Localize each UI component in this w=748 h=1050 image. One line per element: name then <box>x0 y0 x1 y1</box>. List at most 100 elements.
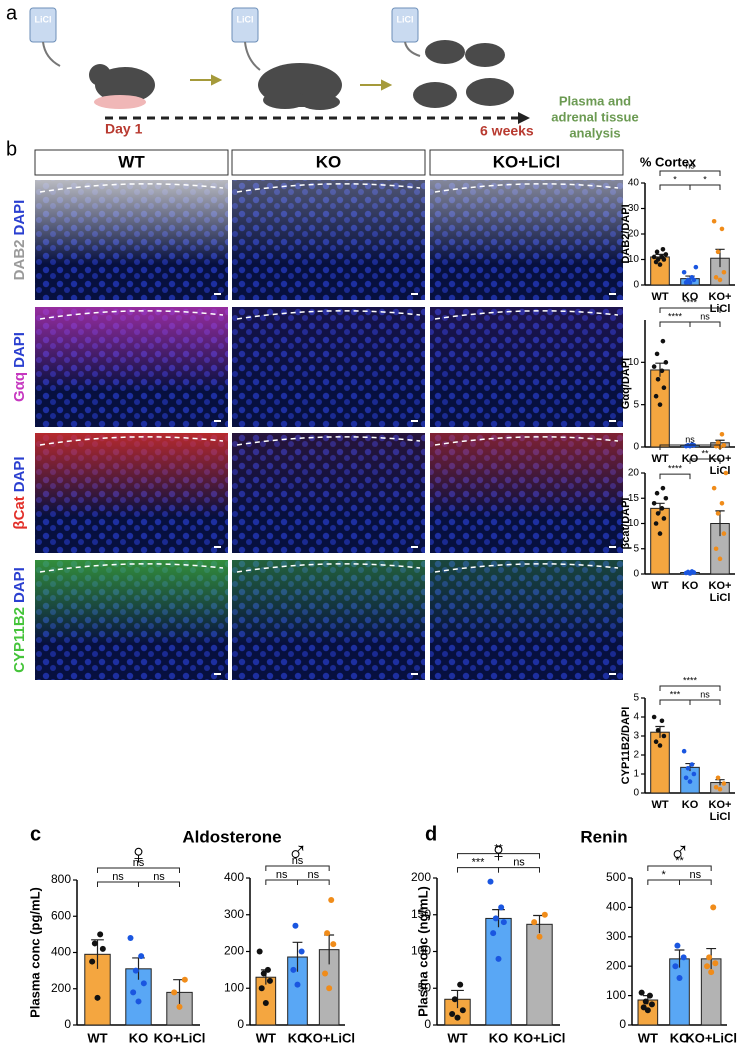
data-point <box>712 960 719 967</box>
y-tick-label: 100 <box>411 944 431 958</box>
bar <box>650 256 670 286</box>
significance-label: ns <box>292 855 304 867</box>
data-point <box>659 718 665 724</box>
y-tick-label: 10 <box>628 518 640 529</box>
data-point <box>94 994 101 1001</box>
capsule-outline <box>39 183 224 193</box>
data-point <box>322 970 329 977</box>
y-tick-label: 1 <box>633 769 639 780</box>
capsule-outline <box>39 436 224 446</box>
significance-label: ns <box>700 689 710 699</box>
data-point <box>326 985 333 992</box>
data-point <box>490 930 497 937</box>
outcome-label: analysis <box>569 125 620 140</box>
data-point <box>492 915 499 922</box>
x-tick-label: KO <box>682 580 699 592</box>
data-point <box>640 1004 647 1011</box>
significance-label: ns <box>133 857 145 869</box>
data-point <box>651 714 657 720</box>
y-tick-label: 40 <box>628 178 640 189</box>
x-tick-label: KO <box>682 799 699 811</box>
data-point <box>715 775 721 781</box>
bar <box>669 958 690 1026</box>
data-point <box>651 364 657 369</box>
data-point <box>689 569 695 574</box>
data-point <box>661 516 667 521</box>
capsule-outline <box>434 563 619 573</box>
x-tick-label: WT <box>256 1030 276 1045</box>
y-tick-label: 100 <box>224 980 244 994</box>
capsule-outline <box>236 183 421 193</box>
data-point <box>659 254 665 260</box>
row-label: DAB2 DAPI <box>11 200 28 281</box>
data-point <box>654 249 660 255</box>
data-point <box>660 485 666 491</box>
end-label: 6 weeks <box>480 123 534 139</box>
y-tick-label: 0 <box>633 442 639 453</box>
x-tick-label: KO+LiCl <box>685 1030 737 1045</box>
section-title: Aldosterone <box>182 827 281 846</box>
y-tick-label: 300 <box>224 907 244 921</box>
micrograph-stain <box>232 433 425 553</box>
bar <box>485 917 512 1026</box>
data-point <box>685 569 691 575</box>
significance-label: ** <box>701 448 709 458</box>
data-point <box>260 970 267 977</box>
data-point <box>685 766 691 771</box>
data-point <box>706 954 713 961</box>
x-tick-label: WT <box>87 1030 107 1045</box>
capsule-outline <box>236 436 421 446</box>
micrograph-stain <box>232 180 425 300</box>
significance-label: *** <box>472 857 486 869</box>
row-label: CYP11B2 DAPI <box>11 567 28 673</box>
data-point <box>294 981 301 988</box>
y-tick-label: 0 <box>633 569 639 580</box>
capsule-outline <box>236 563 421 573</box>
column-header: KO+LiCl <box>493 152 561 171</box>
data-point <box>99 945 106 952</box>
y-tick-label: 5 <box>633 399 639 410</box>
data-point <box>711 485 717 491</box>
y-tick-label: 2 <box>633 750 639 761</box>
data-point <box>660 247 666 252</box>
data-point <box>704 963 711 970</box>
data-point <box>648 1001 655 1008</box>
data-point <box>89 958 96 965</box>
error-bar <box>292 941 303 972</box>
data-point <box>708 969 715 976</box>
data-point <box>264 966 271 973</box>
row-label-part: DAB2 <box>11 240 28 281</box>
y-tick-label: 3 <box>633 731 639 742</box>
data-point <box>330 941 337 948</box>
data-point <box>457 981 464 988</box>
significance-label: ** <box>494 843 503 855</box>
data-point <box>721 531 727 536</box>
x-tick-label: KO <box>129 1030 149 1045</box>
x-tick-label: WT <box>651 291 668 303</box>
y-tick-label: 30 <box>628 203 640 214</box>
data-point <box>715 249 721 255</box>
row-label-part: βCat <box>11 496 28 529</box>
data-point <box>256 948 263 955</box>
data-point <box>715 440 721 446</box>
column-header-box <box>231 149 426 176</box>
data-point <box>721 269 727 275</box>
significance-bracket <box>498 867 540 873</box>
significance-bracket <box>138 881 180 887</box>
row-label: Gαq DAPI <box>11 332 28 402</box>
data-point <box>132 967 139 974</box>
data-point <box>292 922 299 929</box>
significance-bracket <box>689 184 721 190</box>
y-tick-label: 10 <box>628 254 640 265</box>
column-header: WT <box>118 152 145 171</box>
data-point <box>713 275 719 280</box>
bar <box>650 369 670 448</box>
significance-bracket <box>97 867 180 873</box>
error-bar <box>655 725 665 738</box>
capsule-outline <box>434 183 619 193</box>
y-tick-label: 100 <box>606 988 626 1002</box>
panel-label: b <box>6 138 17 160</box>
data-point <box>657 262 663 267</box>
y-tick-label: 800 <box>51 872 71 886</box>
